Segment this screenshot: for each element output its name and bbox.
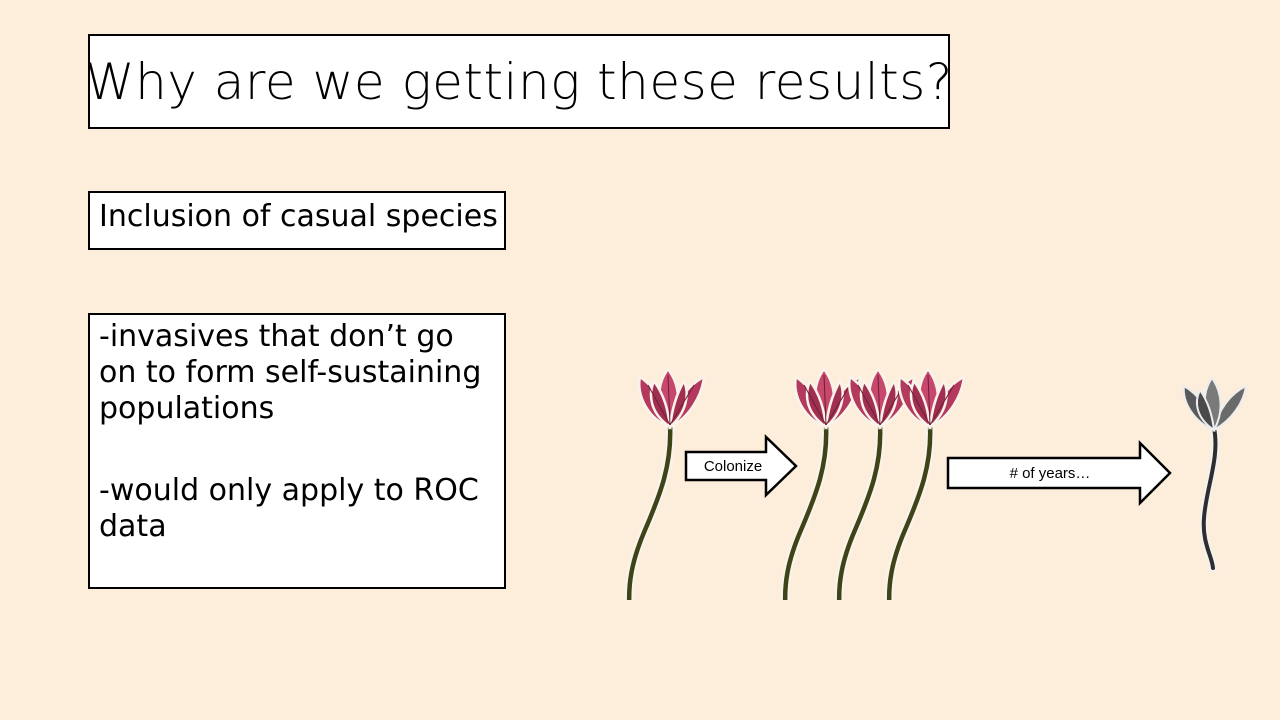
colonization-diagram: Colonize # of years…	[600, 340, 1280, 600]
colonize-arrow: Colonize	[684, 434, 798, 498]
slide-title: Why are we getting these results?	[85, 52, 953, 111]
years-label: # of years…	[1010, 465, 1091, 482]
pink-flower-icon	[629, 369, 704, 600]
slide-subtitle: Inclusion of casual species	[99, 199, 498, 234]
bullet-point-2: -would only apply to ROC data	[99, 473, 479, 544]
wilted-flower-icon	[1184, 378, 1246, 568]
years-arrow: # of years…	[946, 439, 1172, 507]
pink-flower-icon	[785, 369, 860, 600]
body-text-box: -invasives that don’t go on to form self…	[88, 313, 506, 589]
subtitle-box: Inclusion of casual species	[88, 191, 506, 250]
colonize-label: Colonize	[704, 458, 762, 475]
bullet-point-1: -invasives that don’t go on to form self…	[99, 319, 482, 426]
title-box: Why are we getting these results?	[85, 34, 953, 129]
